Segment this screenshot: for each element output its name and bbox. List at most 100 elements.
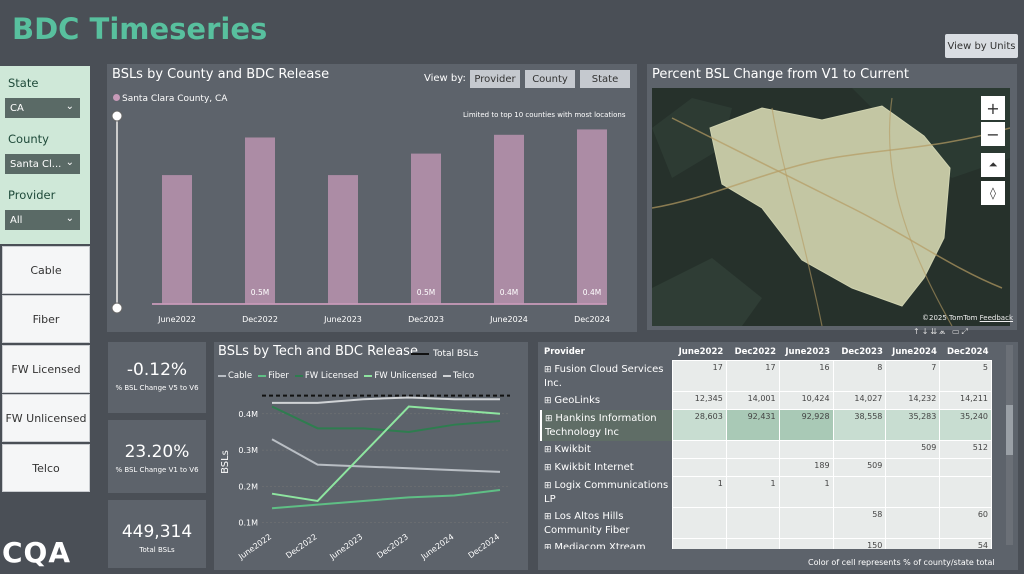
table-row[interactable]: ⊞ Logix Communications LP 1 1 1 — [541, 476, 992, 508]
legend-item[interactable]: FW Unlicensed — [364, 371, 437, 381]
view-state-button[interactable]: State — [580, 70, 630, 88]
column-header[interactable]: June2024 — [892, 347, 937, 357]
view-provider-button[interactable]: Provider — [470, 70, 520, 88]
tech-button-telco[interactable]: Telco — [2, 444, 90, 492]
tech-chart-panel — [214, 342, 528, 570]
value-cell: 58 — [832, 507, 887, 539]
kpi-label: % BSL Change V5 to V6 — [115, 384, 199, 392]
table-row[interactable]: ⊞ Fusion Cloud Services Inc. 17 17 16 8 7 5 — [541, 360, 992, 392]
legend-item[interactable]: FW Licensed — [294, 371, 359, 381]
table-row[interactable]: ⊞ Mediacom Xtream 150 54 — [541, 538, 992, 550]
column-header[interactable]: Dec2022 — [734, 347, 777, 357]
provider-table-wrap: Provider June2022 Dec2022 June2023 Dec2023 Ju… — [540, 344, 992, 549]
y-tick-label: 0.1M — [238, 519, 258, 528]
table-toolbar[interactable]: ↑↓⇊⩕ ▭⤢ — [913, 327, 970, 336]
provider-name: Mediacom Xtream — [554, 541, 646, 550]
x-tick-label: Dec2024 — [574, 315, 610, 324]
expand-icon[interactable]: ⊞ — [544, 542, 555, 550]
y-tick-label: 0.3M — [238, 446, 258, 455]
column-header[interactable]: Dec2023 — [841, 347, 883, 357]
provider-value: All — [10, 214, 23, 226]
map-canvas[interactable] — [652, 88, 1010, 326]
tilt-button[interactable]: ⏶ — [981, 153, 1005, 177]
value-cell: 1 — [725, 476, 780, 508]
expand-icon[interactable]: ⊞ — [544, 480, 555, 491]
expand-icon[interactable]: ⊞ — [545, 413, 556, 424]
legend-line-icon — [443, 374, 452, 377]
y-tick-label: 0.2M — [238, 482, 258, 491]
county-chart-title: BSLs by County and BDC Release — [112, 67, 330, 82]
series-line-cable[interactable] — [271, 438, 501, 473]
county-select[interactable]: Santa Cl... ⌄ — [5, 154, 80, 174]
bar[interactable] — [494, 134, 524, 304]
table-row[interactable]: ⊞ Los Altos Hills Community Fiber 58 60 — [541, 507, 992, 539]
bar[interactable] — [577, 129, 607, 304]
state-select[interactable]: CA ⌄ — [5, 98, 80, 118]
map-feedback-link[interactable]: Feedback — [979, 314, 1013, 322]
value-cell — [832, 476, 887, 508]
county-label: County — [8, 132, 49, 146]
provider-name: Kwikbit — [554, 443, 591, 455]
county-legend-label: Santa Clara County, CA — [122, 94, 228, 104]
county-bar-chart: June2022 Dec2022 0.5M June2023 Dec2023 0.5M Ju… — [111, 110, 610, 324]
legend-dot-icon — [113, 94, 120, 101]
expand-icon[interactable]: ⊞ — [544, 444, 555, 455]
column-header[interactable]: Provider — [544, 347, 585, 358]
expand-icon[interactable]: ⊞ — [544, 395, 555, 406]
provider-select[interactable]: All ⌄ — [5, 210, 80, 230]
expand-icon[interactable]: ⊞ — [544, 364, 555, 375]
compass-button[interactable]: ◊ — [981, 181, 1005, 205]
expand-icon[interactable]: ⊞ — [544, 462, 555, 473]
tech-button-fw-licensed[interactable]: FW Licensed — [2, 345, 90, 393]
column-header[interactable]: Dec2024 — [946, 347, 989, 357]
value-cell — [671, 458, 727, 477]
value-cell: 10,424 — [778, 391, 834, 410]
legend-item[interactable]: Fiber — [258, 371, 289, 381]
provider-name: Fusion Cloud Services Inc. — [544, 363, 664, 389]
provider-name-cell: ⊞ Kwikbit — [541, 441, 672, 459]
value-cell — [778, 507, 834, 539]
county-chart-panel — [107, 64, 637, 332]
state-label: State — [8, 76, 39, 90]
zoom-out-button[interactable]: − — [981, 122, 1005, 146]
series-line-telco[interactable] — [272, 396, 500, 404]
provider-name-cell: ⊞ GeoLinks — [541, 392, 672, 410]
legend-label: FW Licensed — [304, 371, 359, 381]
bar[interactable] — [411, 153, 441, 304]
tech-button-fiber[interactable]: Fiber — [2, 295, 90, 343]
tech-legend: Cable Fiber FW Licensed FW Unlicensed Telco — [218, 371, 480, 381]
column-header[interactable]: June2022 — [678, 347, 724, 357]
provider-name: GeoLinks — [554, 394, 601, 406]
county-value: Santa Cl... — [10, 158, 62, 170]
expand-icon[interactable]: ⊞ — [544, 511, 555, 522]
slider-handle-top[interactable] — [111, 110, 123, 122]
value-cell — [671, 440, 727, 459]
value-cell: 509 — [832, 458, 887, 477]
kpi-value: -0.12% — [126, 360, 188, 380]
tech-button-fw-unlicensed[interactable]: FW Unlicensed — [2, 394, 90, 442]
table-row[interactable]: ⊞ Kwikbit Internet 189 509 — [541, 458, 992, 477]
data-label: 0.5M — [417, 288, 435, 297]
y-tick-label: 0.4M — [238, 410, 258, 419]
bar[interactable] — [245, 137, 275, 304]
column-header[interactable]: June2023 — [785, 347, 831, 357]
legend-item[interactable]: Telco — [443, 371, 474, 381]
table-row[interactable]: ⊞ Hankins Information Technology Inc 28,6… — [540, 409, 992, 441]
view-by-units-button[interactable]: View by Units — [945, 34, 1018, 58]
legend-item[interactable]: Cable — [218, 371, 252, 381]
bar[interactable] — [328, 175, 358, 304]
value-cell — [725, 507, 780, 539]
slider-handle-bottom[interactable] — [111, 302, 123, 314]
series-line-fiber[interactable] — [271, 489, 501, 510]
table-row[interactable]: ⊞ GeoLinks 12,345 14,001 10,424 14,027 14,232… — [541, 391, 992, 410]
view-county-button[interactable]: County — [525, 70, 575, 88]
kpi-card: 449,314 Total BSLs — [108, 500, 206, 568]
value-cell — [671, 538, 727, 549]
series-line-fw-unlicensed[interactable] — [271, 405, 501, 503]
scrollbar-track[interactable] — [1006, 345, 1013, 545]
scrollbar-thumb[interactable] — [1006, 405, 1013, 455]
table-row[interactable]: ⊞ Kwikbit 509 512 — [541, 440, 992, 459]
bar[interactable] — [162, 175, 192, 304]
tech-button-cable[interactable]: Cable — [2, 246, 90, 294]
zoom-in-button[interactable]: + — [981, 96, 1005, 120]
